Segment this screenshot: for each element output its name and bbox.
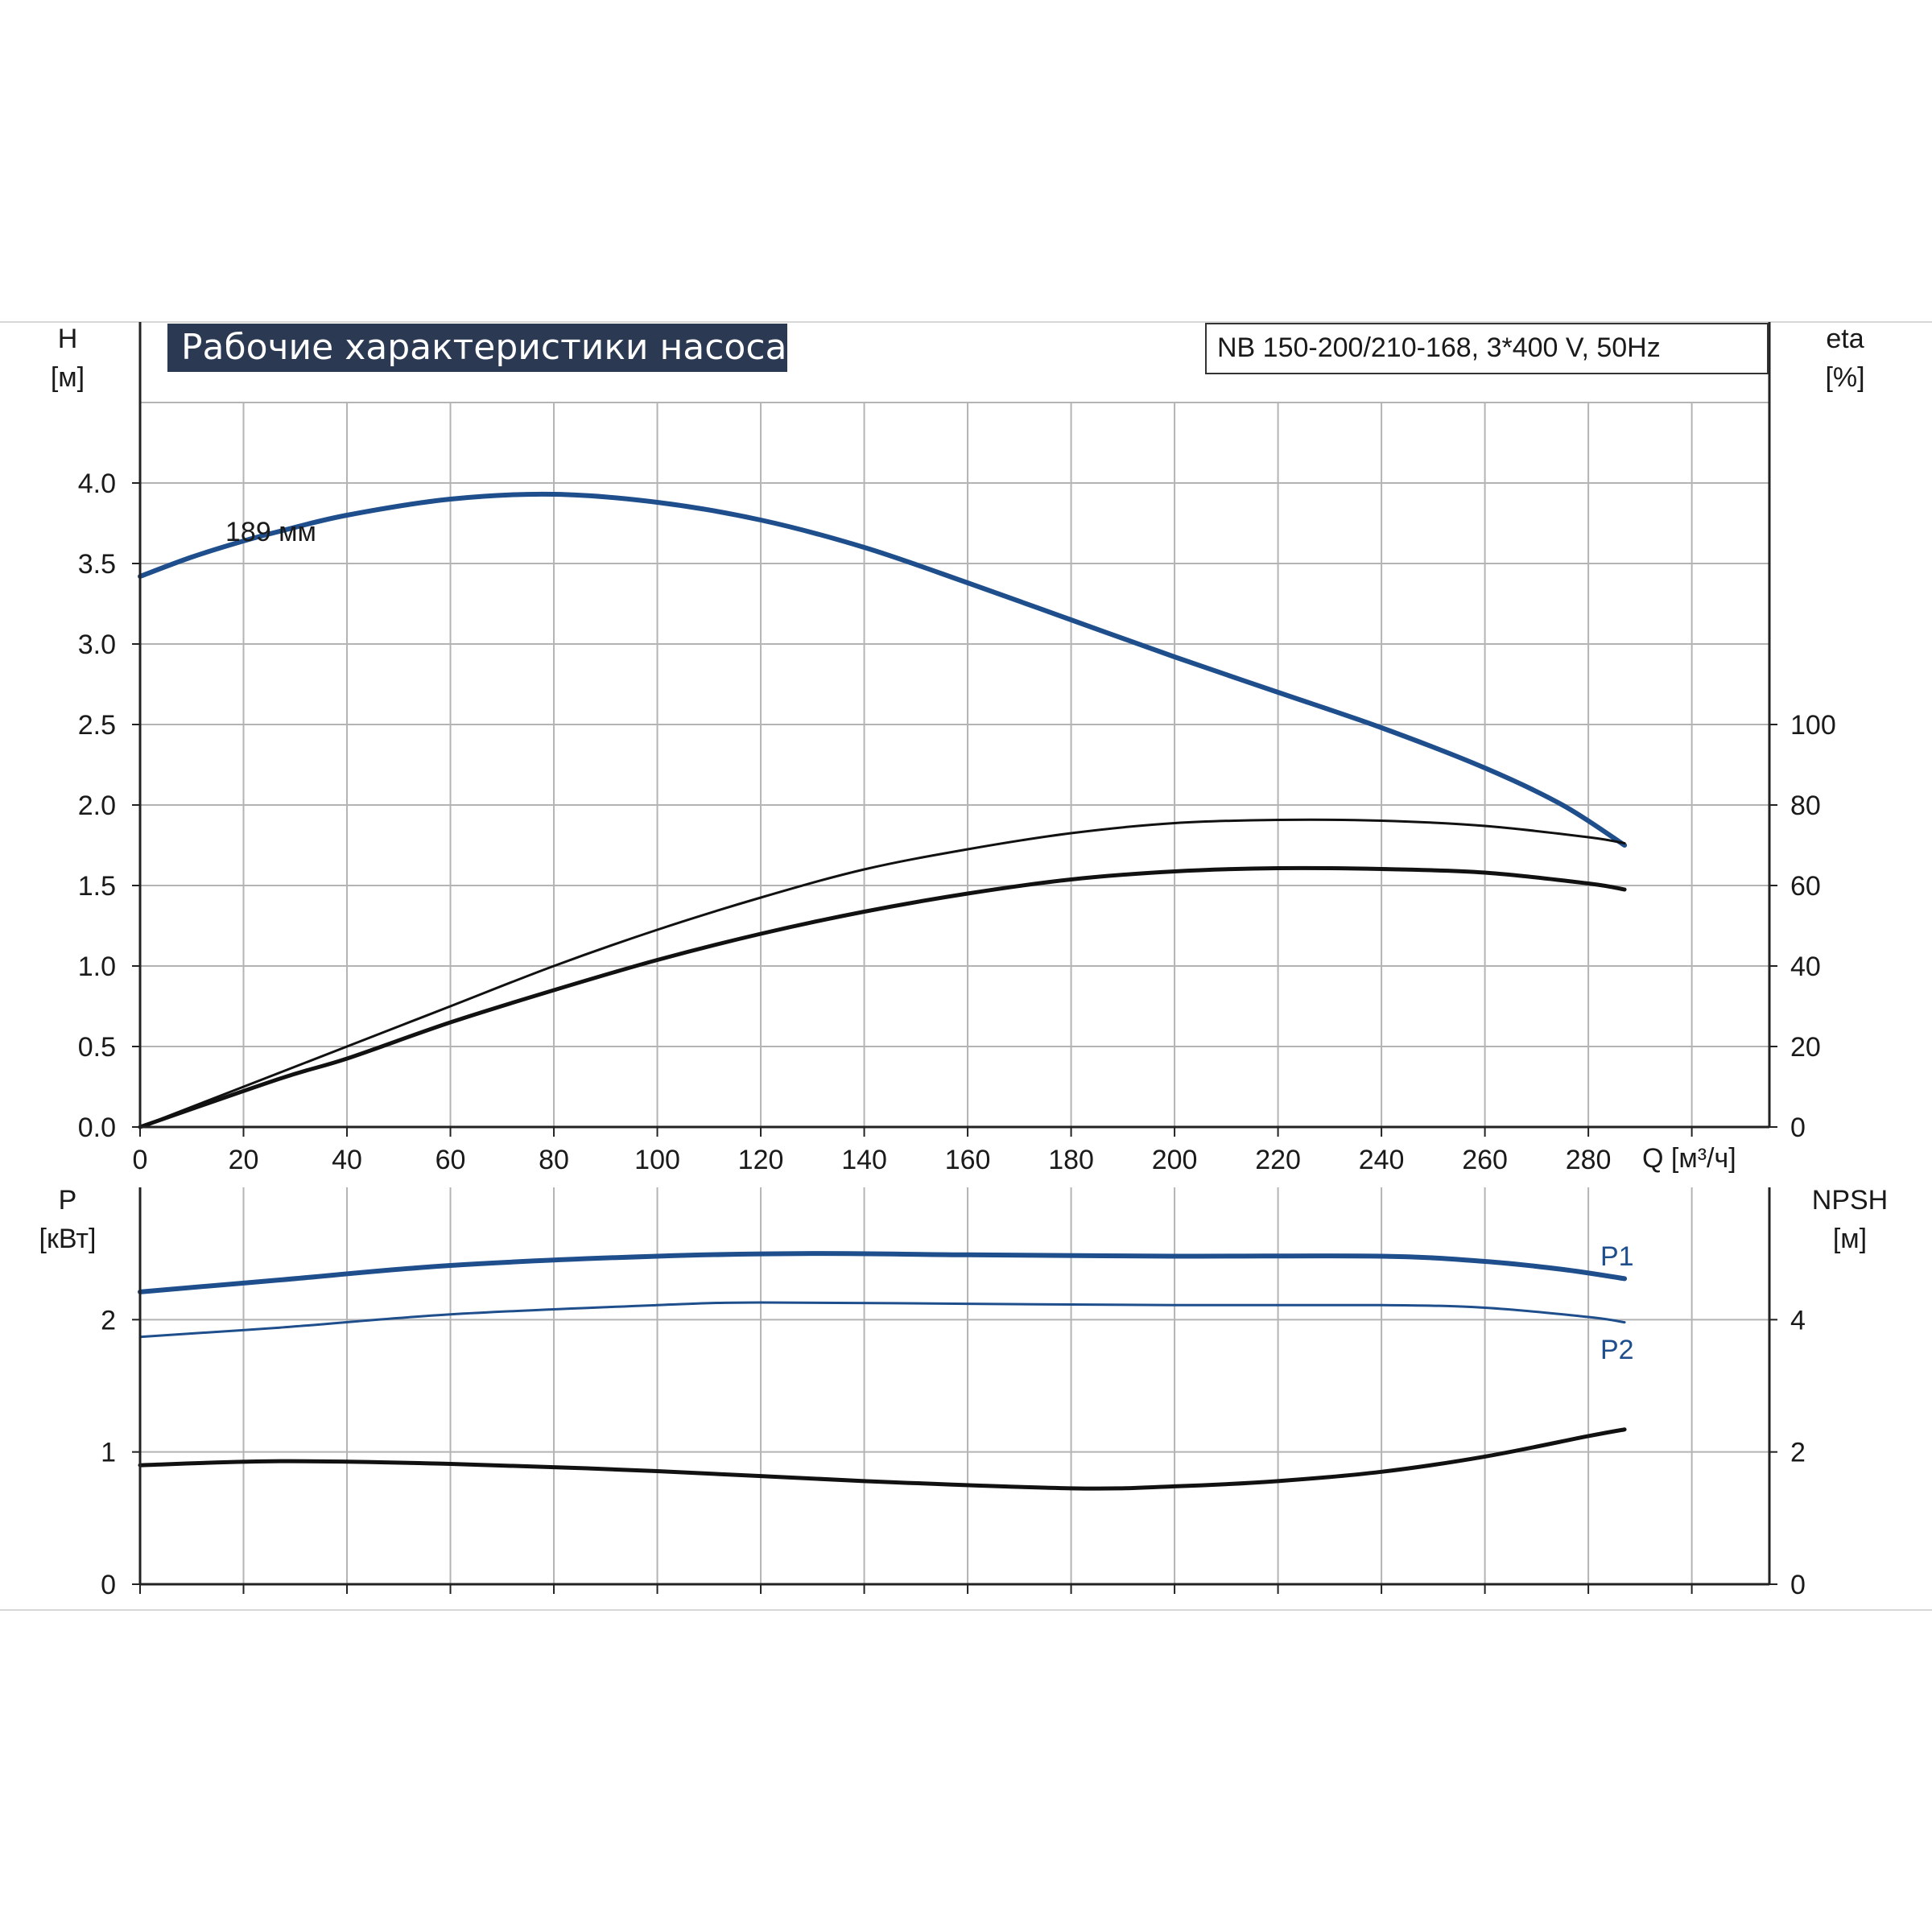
- model-label: NB 150-200/210-168, 3*400 V, 50Hz: [1217, 332, 1661, 363]
- left-tick-label: 1: [101, 1438, 116, 1468]
- x-tick-label: 140: [841, 1145, 887, 1175]
- tick-labels: 0.00.51.01.52.02.53.03.54.00204060801000…: [78, 469, 1836, 1600]
- left-tick-label: 4.0: [78, 469, 116, 499]
- left-tick-label: 2.5: [78, 710, 116, 741]
- x-tick-label: 160: [945, 1145, 991, 1175]
- model-box: [1205, 323, 1769, 374]
- x-tick-label: 240: [1359, 1145, 1405, 1175]
- head-axis-symbol: H: [58, 324, 78, 354]
- left-tick-label: 0.0: [78, 1113, 116, 1143]
- chart-title: Рабочие характеристики насоса: [181, 327, 786, 368]
- left-tick-label: 0: [101, 1570, 116, 1600]
- npsh-axis-symbol: NPSH: [1812, 1185, 1888, 1216]
- eta-axis-unit: [%]: [1825, 362, 1864, 393]
- x-tick-label: 0: [133, 1145, 148, 1175]
- npsh-axis-unit: [м]: [1833, 1224, 1867, 1254]
- left-tick-label: 3.0: [78, 630, 116, 660]
- x-tick-label: 200: [1152, 1145, 1198, 1175]
- axes: [132, 322, 1777, 1594]
- series-line-npsh: [138, 1427, 1627, 1491]
- power-axis-unit: [кВт]: [39, 1224, 97, 1254]
- left-tick-label: 3.5: [78, 549, 116, 580]
- p1-series-label: P1: [1600, 1241, 1634, 1272]
- left-tick-label: 0.5: [78, 1032, 116, 1063]
- power-axis-symbol: P: [59, 1185, 77, 1216]
- series-line-p2: [138, 1301, 1626, 1339]
- x-tick-label: 80: [539, 1145, 569, 1175]
- p2-series-label: P2: [1600, 1335, 1634, 1365]
- series-line-p1: [138, 1251, 1628, 1294]
- right-tick-label: 60: [1790, 871, 1821, 902]
- left-tick-label: 2: [101, 1305, 116, 1335]
- eta-axis-symbol: eta: [1826, 324, 1864, 354]
- x-tick-label: 280: [1566, 1145, 1612, 1175]
- right-tick-label: 100: [1790, 710, 1836, 741]
- right-tick-label: 20: [1790, 1032, 1821, 1063]
- grid: [140, 402, 1769, 1584]
- right-tick-label: 80: [1790, 791, 1821, 821]
- series-layer: [138, 491, 1628, 1491]
- left-tick-label: 1.5: [78, 871, 116, 902]
- x-tick-label: 20: [229, 1145, 259, 1175]
- x-tick-label: 60: [436, 1145, 466, 1175]
- x-tick-label: 40: [332, 1145, 362, 1175]
- series-line-h: [138, 491, 1628, 848]
- x-tick-label: 100: [634, 1145, 680, 1175]
- right-tick-label: 40: [1790, 952, 1821, 982]
- series-line-eta-2: [138, 865, 1627, 1129]
- title-banner: [167, 324, 787, 372]
- x-tick-label: 120: [738, 1145, 784, 1175]
- x-tick-label: 180: [1048, 1145, 1094, 1175]
- series-line-eta-1: [138, 818, 1626, 1129]
- left-tick-label: 1.0: [78, 952, 116, 982]
- x-tick-label: 220: [1255, 1145, 1301, 1175]
- flow-axis-label: Q [м³/ч]: [1642, 1143, 1736, 1174]
- head-axis-unit: [м]: [51, 362, 85, 393]
- right-tick-label: 2: [1790, 1438, 1806, 1468]
- x-tick-label: 260: [1462, 1145, 1508, 1175]
- impeller-diameter-label: 189 мм: [225, 517, 316, 547]
- left-tick-label: 2.0: [78, 791, 116, 821]
- right-tick-label: 4: [1790, 1305, 1806, 1335]
- right-tick-label: 0: [1790, 1570, 1806, 1600]
- right-tick-label: 0: [1790, 1113, 1806, 1143]
